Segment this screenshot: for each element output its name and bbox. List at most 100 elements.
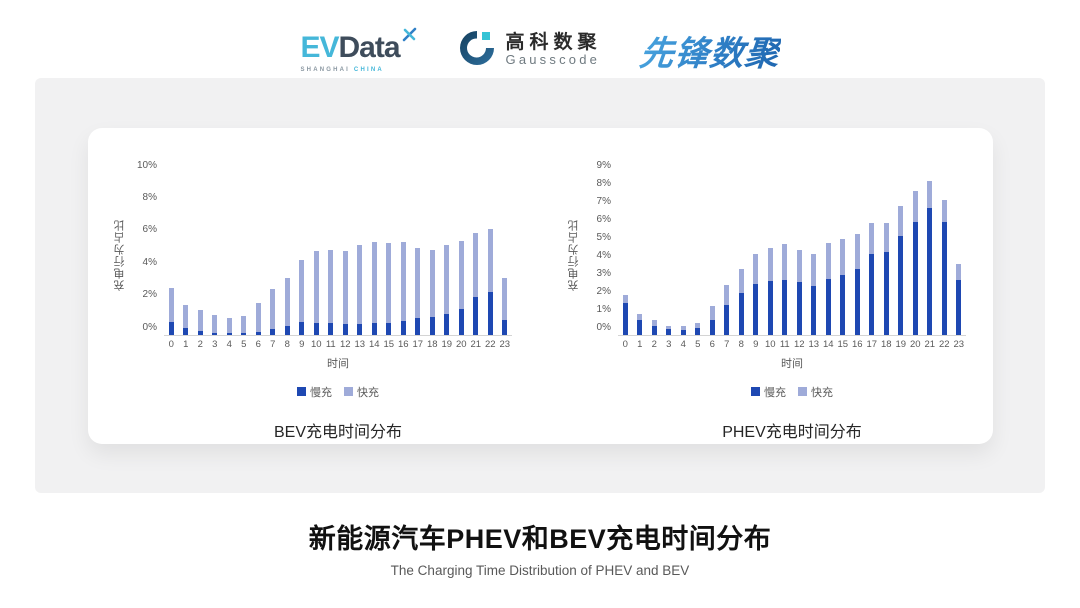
x-tick-label: 6	[255, 338, 261, 350]
fast-charge-segment	[898, 205, 904, 237]
slow-charge-segment	[695, 328, 701, 335]
bar-column	[483, 229, 498, 335]
bar-column	[498, 277, 513, 335]
fast-charge-segment	[357, 244, 363, 324]
x-tick-label: 2	[651, 338, 657, 350]
x-tick-label: 15	[383, 338, 395, 350]
bar-column	[749, 253, 764, 335]
fast-charge-segment	[666, 325, 672, 330]
y-tick-label: 0%	[596, 321, 611, 333]
y-tick-label: 1%	[596, 303, 611, 315]
fast-charge-segment	[487, 229, 493, 292]
fast-charge-segment	[811, 253, 817, 286]
x-tick-label: 16	[851, 338, 863, 350]
fast-charge-segment	[168, 287, 174, 322]
x-tick-label: 12	[793, 338, 805, 350]
phev-y-axis-title: 充电行为占比	[568, 218, 580, 291]
bar-column	[382, 242, 397, 335]
slow-charge-segment	[854, 268, 860, 335]
slow-charge-segment	[869, 253, 875, 335]
x-tick-label: 9	[299, 338, 305, 350]
bar-column	[807, 253, 822, 335]
x-tick-label: 23	[953, 338, 965, 350]
slow-charge-segment	[458, 309, 464, 335]
x-tick-label: 11	[325, 338, 336, 350]
slow-charge-segment	[709, 320, 715, 335]
slow-charge-segment	[912, 222, 918, 335]
stacked-bar	[502, 277, 508, 335]
slow-charge-segment	[637, 320, 643, 335]
stacked-bar	[313, 251, 319, 335]
fast-charge-segment	[956, 264, 962, 280]
x-tick-label: 22	[938, 338, 950, 350]
bar-column	[865, 222, 880, 335]
slow-charge-segment	[226, 332, 232, 335]
fast-charge-segment	[651, 320, 657, 326]
stacked-bar	[487, 229, 493, 335]
y-tick-label: 2%	[596, 285, 611, 297]
stacked-bar	[912, 190, 918, 335]
stacked-bar	[782, 243, 788, 335]
stacked-bar	[415, 247, 421, 335]
phev-legend-item-slow: 慢充	[751, 384, 786, 400]
fast-charge-segment	[724, 285, 730, 305]
fast-charge-segment	[825, 242, 831, 279]
stacked-bar	[883, 222, 889, 335]
stacked-bar	[854, 233, 860, 335]
slow-charge-segment	[782, 279, 788, 335]
slow-charge-segment	[473, 297, 479, 335]
x-tick-label: 21	[470, 338, 482, 350]
fast-charge-segment	[854, 233, 860, 269]
fast-charge-segment	[927, 180, 933, 208]
stacked-bar	[651, 320, 657, 335]
stacked-bar	[299, 260, 305, 335]
fast-charge-segment	[386, 242, 392, 324]
slow-charge-segment	[255, 332, 261, 335]
page-title: 新能源汽车PHEV和BEV充电时间分布	[308, 524, 772, 554]
stacked-bar	[796, 249, 802, 335]
slow-charge-segment	[212, 332, 218, 335]
pioneer-shuju-logo: 先锋数聚	[637, 26, 782, 75]
slow-charge-segment	[487, 291, 493, 335]
fast-charge-segment	[429, 250, 435, 317]
x-tick-label: 2	[197, 338, 203, 350]
slow-charge-segment	[357, 323, 363, 335]
bar-column	[367, 242, 382, 335]
bev-y-axis-ticks: 0% 2% 4% 6% 8% 10%	[128, 160, 164, 336]
fast-charge-segment	[313, 251, 319, 324]
bar-column	[222, 317, 237, 335]
bev-legend-item-slow: 慢充	[297, 384, 332, 400]
stacked-bar	[444, 245, 450, 335]
phev-x-axis-title: 时间	[781, 357, 803, 370]
y-tick-label: 8%	[596, 177, 611, 189]
stacked-bar	[941, 199, 947, 335]
bar-column	[792, 249, 807, 335]
slow-charge-segment	[767, 280, 773, 335]
stacked-bar	[168, 287, 174, 335]
x-tick-label: 22	[484, 338, 496, 350]
fast-charge-segment	[197, 310, 203, 332]
x-tick-label: 17	[412, 338, 424, 350]
y-tick-label: 7%	[596, 195, 611, 207]
bar-column	[396, 242, 411, 335]
slow-charge-segment	[429, 316, 435, 335]
x-tick-label: 18	[880, 338, 892, 350]
bar-column	[295, 260, 310, 335]
stacked-bar	[458, 240, 464, 335]
fast-charge-segment	[299, 260, 305, 323]
fast-charge-segment	[226, 317, 232, 333]
y-tick-label: 10%	[136, 159, 157, 171]
slow-charge-segment	[328, 323, 334, 335]
y-tick-label: 2%	[142, 289, 157, 301]
slow-charge-segment	[502, 319, 508, 335]
phev-x-axis-ticks: 0 1 2 3 4 5 6 7 8 9 10 11 12 13 14 15 16 17 18 19 20 21 22 23	[618, 339, 966, 350]
slow-charge-segment	[724, 304, 730, 335]
bar-column	[778, 243, 793, 335]
fast-charge-segment	[869, 222, 875, 254]
slow-charge-segment	[941, 222, 947, 335]
stacked-bar	[869, 222, 875, 335]
fast-charge-segment	[680, 325, 686, 330]
bev-legend: 慢充 快充	[164, 384, 512, 400]
x-tick-label: 10	[764, 338, 776, 350]
bar-column	[411, 247, 426, 335]
